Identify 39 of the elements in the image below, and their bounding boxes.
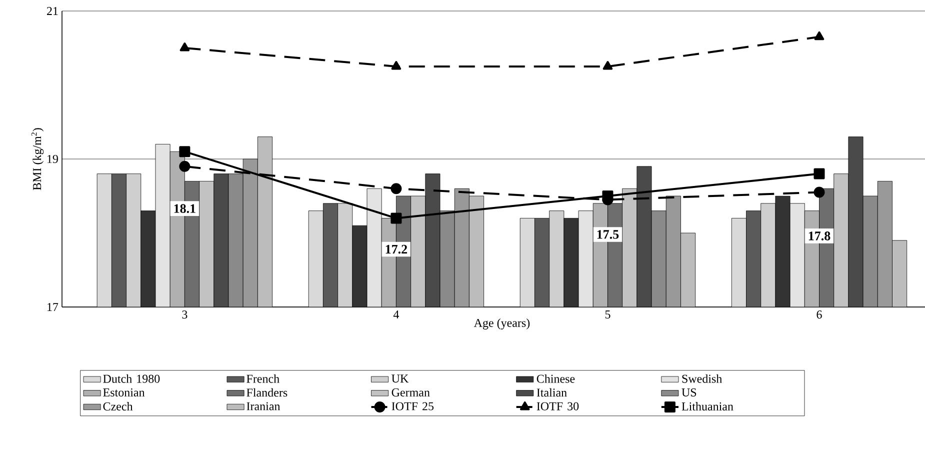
point <box>391 60 402 70</box>
annotation: 17.8 <box>808 232 830 240</box>
legend-label: US <box>682 388 696 396</box>
y-tick-label: 17 <box>48 303 58 311</box>
point <box>602 190 614 202</box>
point <box>179 160 190 172</box>
legend-label: Chinese <box>536 374 575 383</box>
legend-label: Dutch 1980 <box>103 374 160 383</box>
point <box>814 186 825 198</box>
legend-label: Italian <box>536 388 567 397</box>
x-tick-label: 3 <box>182 310 188 319</box>
legend-label: Estonian <box>103 388 145 396</box>
x-tick-label: 5 <box>605 310 610 318</box>
legend-label: German <box>392 388 430 396</box>
legend-label: Iranian <box>246 402 280 410</box>
annotation: 18.1 <box>174 204 196 213</box>
legend-label: Flanders <box>246 388 288 397</box>
y-tick-label: 21 <box>47 7 58 15</box>
legend-label: Czech <box>103 402 133 410</box>
legend-label: IOTF 30 <box>536 402 579 410</box>
legend-label: French <box>246 374 280 383</box>
point <box>814 168 825 180</box>
annotation: 17.2 <box>386 244 408 254</box>
x-tick-label: 4 <box>393 310 400 318</box>
x-axis-title: Age (years) <box>474 318 530 330</box>
annotation: 17.5 <box>597 230 619 239</box>
y-axis-title: BMI (kg/m$^{2}$) <box>31 128 44 190</box>
legend-label: Lithuanian <box>682 402 734 410</box>
point <box>180 42 190 52</box>
x-tick-label: 6 <box>816 310 822 319</box>
point <box>179 146 190 158</box>
legend-label: Swedish <box>682 374 722 383</box>
y-tick-label: 19 <box>48 154 58 164</box>
legend-label: IOTF 25 <box>392 402 434 410</box>
point <box>814 31 824 40</box>
point <box>602 60 613 70</box>
point <box>390 183 402 194</box>
legend-label: UK <box>392 374 409 383</box>
point <box>390 212 402 224</box>
